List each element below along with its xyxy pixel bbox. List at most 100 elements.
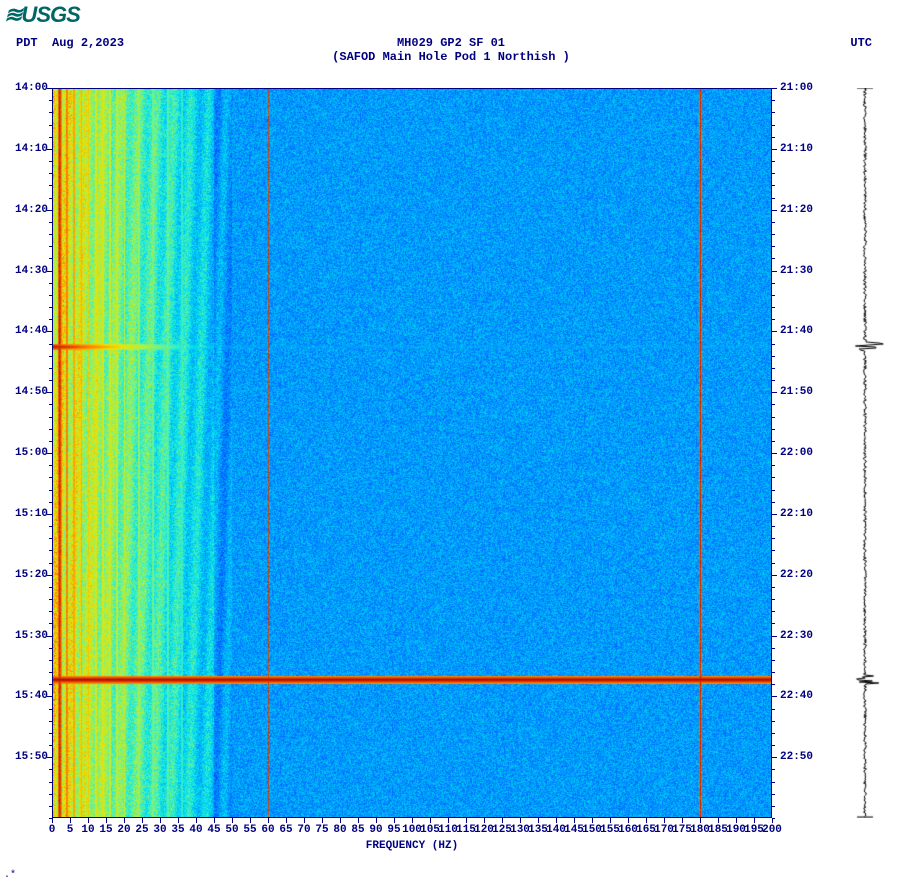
x-tick: 90 <box>369 824 382 836</box>
x-tickmark <box>196 818 197 823</box>
y-tick-left: 15:00 <box>8 447 48 459</box>
x-tick: 65 <box>279 824 292 836</box>
y-tick-right: 22:10 <box>780 508 813 520</box>
amplitude-trace <box>840 88 890 818</box>
spectrogram-canvas <box>52 88 772 818</box>
y-minor-tick <box>49 283 52 284</box>
y-minor-tick <box>49 575 52 576</box>
y-minor-tick <box>772 368 775 369</box>
x-tickmark <box>484 818 485 823</box>
y-tick-left: 14:50 <box>8 386 48 398</box>
x-tick: 20 <box>117 824 130 836</box>
y-minor-tick <box>772 441 775 442</box>
y-minor-tick <box>49 757 52 758</box>
y-minor-tick <box>49 563 52 564</box>
y-minor-tick <box>49 709 52 710</box>
y-minor-tick <box>772 271 775 272</box>
y-minor-tick <box>49 453 52 454</box>
y-minor-tick <box>49 745 52 746</box>
x-tickmark <box>376 818 377 823</box>
y-tick-right: 21:10 <box>780 143 813 155</box>
y-minor-tick <box>49 198 52 199</box>
y-minor-tick <box>49 344 52 345</box>
y-minor-tick <box>772 380 775 381</box>
y-minor-tick <box>49 222 52 223</box>
spectrogram-plot <box>52 88 772 818</box>
y-minor-tick <box>772 745 775 746</box>
y-minor-tick <box>772 672 775 673</box>
x-tick: 80 <box>333 824 346 836</box>
x-tickmark <box>772 818 773 823</box>
usgs-logo: ≋USGS <box>4 2 80 28</box>
y-minor-tick <box>772 733 775 734</box>
y-minor-tick <box>772 344 775 345</box>
x-tickmark <box>556 818 557 823</box>
trace-canvas <box>840 88 890 818</box>
x-tickmark <box>286 818 287 823</box>
y-minor-tick <box>49 721 52 722</box>
y-minor-tick <box>49 137 52 138</box>
y-minor-tick <box>49 149 52 150</box>
x-tick: 85 <box>351 824 364 836</box>
x-tick: 115 <box>456 824 476 836</box>
y-minor-tick <box>772 417 775 418</box>
y-minor-tick <box>49 392 52 393</box>
y-minor-tick <box>49 185 52 186</box>
x-tickmark <box>664 818 665 823</box>
y-minor-tick <box>772 356 775 357</box>
x-tickmark <box>700 818 701 823</box>
y-tick-left: 14:30 <box>8 265 48 277</box>
x-tick: 130 <box>510 824 530 836</box>
x-tickmark <box>250 818 251 823</box>
x-tick: 170 <box>654 824 674 836</box>
title-bottom: (SAFOD Main Hole Pod 1 Northish ) <box>0 50 902 64</box>
y-minor-tick <box>49 295 52 296</box>
y-minor-tick <box>49 514 52 515</box>
y-minor-tick <box>772 283 775 284</box>
y-tick-left: 14:20 <box>8 204 48 216</box>
y-minor-tick <box>772 125 775 126</box>
y-minor-tick <box>772 137 775 138</box>
y-minor-tick <box>49 696 52 697</box>
y-tick-right: 21:20 <box>780 204 813 216</box>
x-tickmark <box>178 818 179 823</box>
y-minor-tick <box>772 246 775 247</box>
y-minor-tick <box>772 794 775 795</box>
x-tickmark <box>592 818 593 823</box>
y-minor-tick <box>49 733 52 734</box>
footer-mark: .* <box>4 870 16 881</box>
x-tickmark <box>322 818 323 823</box>
x-tick: 175 <box>672 824 692 836</box>
y-minor-tick <box>772 757 775 758</box>
y-tick-left: 15:20 <box>8 569 48 581</box>
x-tick: 60 <box>261 824 274 836</box>
y-minor-tick <box>772 684 775 685</box>
title-top: MH029 GP2 SF 01 <box>0 36 902 50</box>
x-tick: 15 <box>99 824 112 836</box>
y-minor-tick <box>49 210 52 211</box>
y-minor-tick <box>49 538 52 539</box>
y-minor-tick <box>772 100 775 101</box>
x-tick: 165 <box>636 824 656 836</box>
y-minor-tick <box>49 477 52 478</box>
x-tickmark <box>394 818 395 823</box>
x-tick: 55 <box>243 824 256 836</box>
x-tickmark <box>160 818 161 823</box>
x-tickmark <box>610 818 611 823</box>
x-tickmark <box>520 818 521 823</box>
x-tickmark <box>718 818 719 823</box>
x-tickmark <box>736 818 737 823</box>
y-minor-tick <box>49 88 52 89</box>
x-tick: 110 <box>438 824 458 836</box>
y-minor-tick <box>772 112 775 113</box>
x-tick: 185 <box>708 824 728 836</box>
tz-right-label: UTC <box>850 36 872 50</box>
y-minor-tick <box>772 769 775 770</box>
x-tick: 0 <box>49 824 56 836</box>
x-tickmark <box>88 818 89 823</box>
y-minor-tick <box>49 587 52 588</box>
y-minor-tick <box>49 648 52 649</box>
y-minor-tick <box>772 502 775 503</box>
y-minor-tick <box>49 684 52 685</box>
y-minor-tick <box>49 417 52 418</box>
